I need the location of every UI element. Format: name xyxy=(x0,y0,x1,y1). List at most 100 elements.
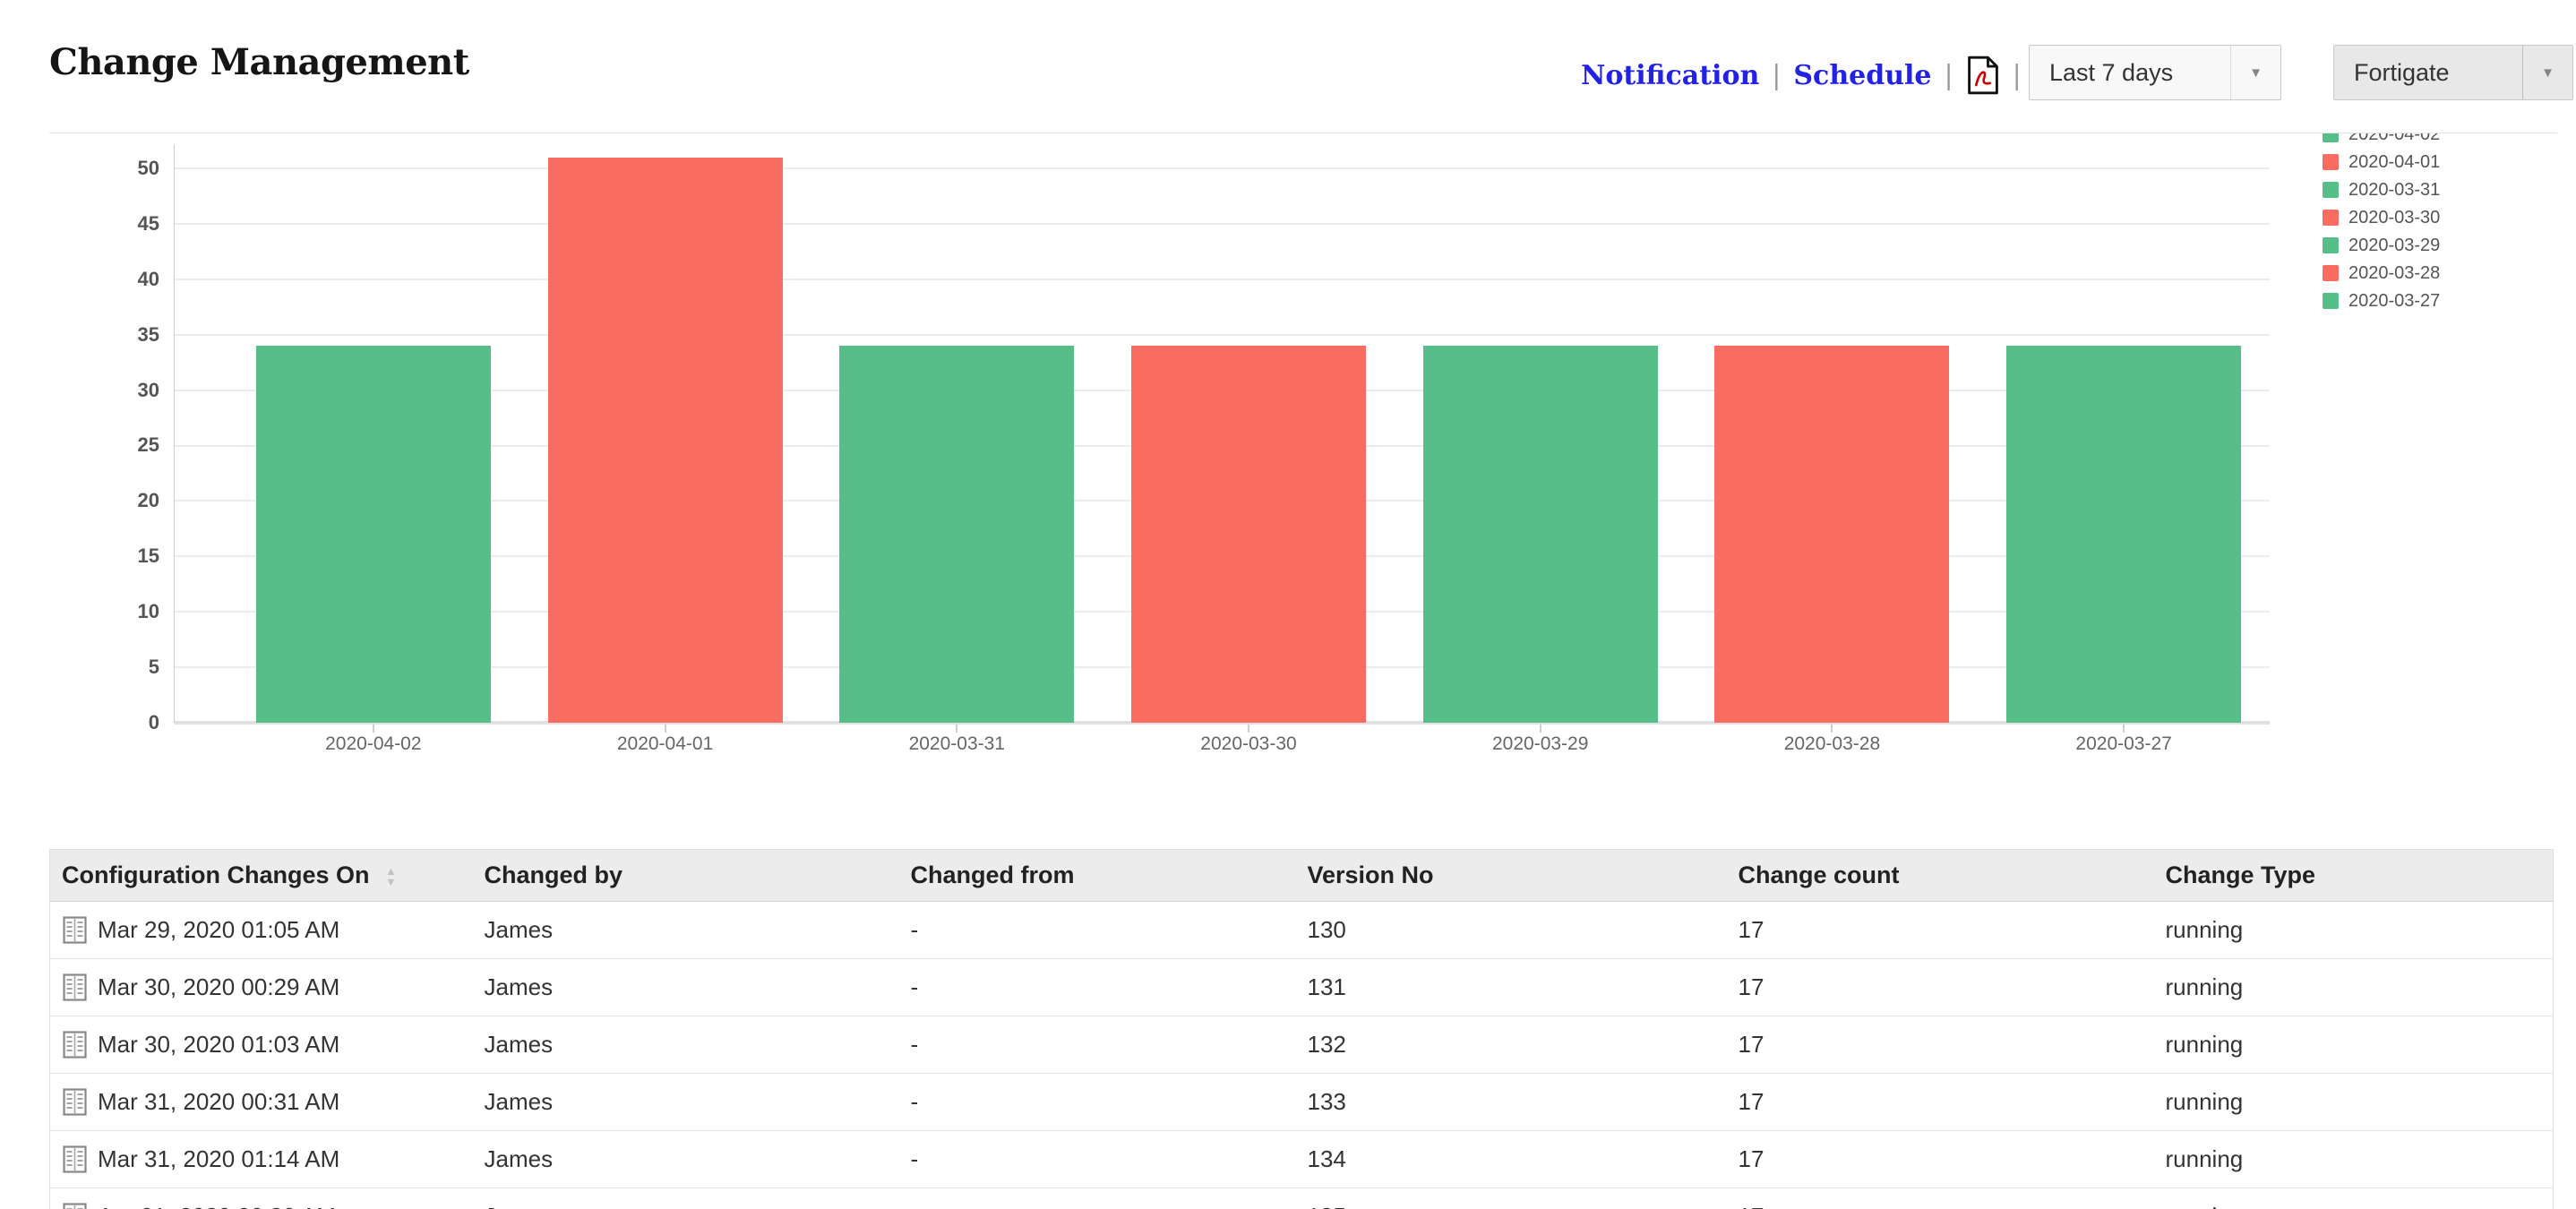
legend-label: 2020-03-31 xyxy=(2348,180,2441,200)
legend-label: 2020-03-30 xyxy=(2348,208,2441,227)
separator: | xyxy=(1772,59,1782,91)
changed-on-text: Mar 31, 2020 00:31 AM xyxy=(98,1088,340,1115)
configuration-changes-table: Configuration Changes On ▲ ▼ Changed by C… xyxy=(49,849,2554,1209)
config-version-icon[interactable] xyxy=(63,1031,87,1059)
bar-slot-2020-04-01 xyxy=(519,144,811,723)
table-row[interactable]: Mar 29, 2020 01:05 AM James -130 17 running xyxy=(49,901,2554,959)
bar-2020-04-01[interactable] xyxy=(547,157,783,723)
cell-changed_from: - xyxy=(898,1016,1296,1074)
cell-changed_by: James xyxy=(472,901,899,959)
cell-change_type: running xyxy=(2153,901,2554,959)
y-axis-tick-label: 0 xyxy=(148,711,159,733)
bar-2020-04-02[interactable] xyxy=(255,346,491,723)
bar-slot-2020-03-30 xyxy=(1103,144,1395,723)
cell-changed_on[interactable]: Mar 30, 2020 01:03 AM xyxy=(49,1016,473,1074)
config-version-icon[interactable] xyxy=(63,916,87,944)
x-axis-label: 2020-04-02 xyxy=(325,733,422,754)
export-pdf-icon xyxy=(1967,56,1998,95)
bar-2020-03-31[interactable] xyxy=(839,346,1075,723)
x-axis-tick xyxy=(1831,725,1833,733)
gridline-y-35 xyxy=(175,333,2270,336)
device-dropdown[interactable]: Fortigate ▼ xyxy=(2333,45,2573,100)
cell-changed_from: - xyxy=(898,1130,1296,1188)
config-version-icon[interactable] xyxy=(63,973,87,1001)
chevron-down-icon[interactable]: ▼ xyxy=(2230,46,2280,99)
column-header-changed-by[interactable]: Changed by xyxy=(472,849,899,902)
x-axis-label: 2020-03-31 xyxy=(908,733,1005,754)
table-header-row: Configuration Changes On ▲ ▼ Changed by C… xyxy=(49,849,2554,902)
y-axis-tick-label: 10 xyxy=(137,600,159,623)
cell-version_no: 130 xyxy=(1295,901,1727,959)
bar-2020-03-30[interactable] xyxy=(1131,346,1367,723)
cell-change_count: 17 xyxy=(1726,1016,2154,1074)
period-dropdown[interactable]: Last 7 days ▼ xyxy=(2029,45,2281,100)
cell-changed_on[interactable]: Mar 30, 2020 00:29 AM xyxy=(49,958,473,1016)
changed-on-text: Apr 01, 2020 00:30 AM xyxy=(98,1203,336,1209)
notification-link[interactable]: Notification xyxy=(1581,59,1760,91)
cell-changed_on[interactable]: Apr 01, 2020 00:30 AM xyxy=(49,1188,473,1209)
legend-item-2020-03-29[interactable]: 2020-03-29 xyxy=(2323,236,2440,254)
chevron-down-icon[interactable]: ▼ xyxy=(2522,46,2572,99)
column-header-change-type[interactable]: Change Type xyxy=(2153,849,2554,902)
table-row[interactable]: Mar 31, 2020 00:31 AM James -133 17 running xyxy=(49,1073,2554,1131)
legend-item-2020-03-27[interactable]: 2020-03-27 xyxy=(2323,291,2441,311)
changed-on-text: Mar 30, 2020 00:29 AM xyxy=(98,973,340,1000)
legend-item-2020-03-30[interactable]: 2020-03-30 xyxy=(2323,208,2441,227)
table-row[interactable]: Mar 30, 2020 00:29 AM James -131 17 running xyxy=(49,958,2554,1016)
config-version-icon[interactable] xyxy=(63,1145,87,1173)
column-header-configuration-changes-on[interactable]: Configuration Changes On ▲ ▼ xyxy=(49,849,473,902)
bar-2020-03-27[interactable] xyxy=(2006,346,2242,723)
legend-item-2020-04-01[interactable]: 2020-04-01 xyxy=(2323,152,2441,172)
column-header-changed-from[interactable]: Changed from xyxy=(898,849,1296,902)
y-axis-tick-label: 20 xyxy=(137,489,159,512)
cell-changed_by: James xyxy=(472,958,899,1016)
bar-2020-03-29[interactable] xyxy=(1422,346,1658,723)
table-row[interactable]: Mar 31, 2020 01:14 AM James -134 17 running xyxy=(49,1130,2554,1188)
legend-item-2020-03-31[interactable]: 2020-03-31 xyxy=(2323,180,2441,200)
bar-slot-2020-03-31 xyxy=(811,144,1103,723)
config-version-icon[interactable] xyxy=(63,1203,87,1209)
cell-change_type: running xyxy=(2153,958,2554,1016)
cell-changed_on[interactable]: Mar 31, 2020 01:14 AM xyxy=(49,1130,473,1188)
legend-swatch xyxy=(2323,293,2339,309)
legend-swatch xyxy=(2323,265,2339,281)
x-axis-label: 2020-04-01 xyxy=(616,733,714,754)
table-row[interactable]: Mar 30, 2020 01:03 AM James -132 17 running xyxy=(49,1016,2554,1074)
legend-swatch xyxy=(2323,210,2339,226)
sort-icon[interactable]: ▲ ▼ xyxy=(385,863,397,888)
page-title: Change Management xyxy=(49,41,469,83)
legend-label: 2020-04-01 xyxy=(2348,152,2441,172)
cell-changed_on[interactable]: Mar 31, 2020 00:31 AM xyxy=(49,1073,473,1131)
bar-2020-03-28[interactable] xyxy=(1714,346,1950,723)
chart-legend: 2020-04-02 2020-04-01 2020-03-31 2020-03-30… xyxy=(2323,133,2440,321)
table-row[interactable]: Apr 01, 2020 00:30 AM James-13517running xyxy=(49,1188,2554,1209)
legend-item-2020-03-28[interactable]: 2020-03-28 xyxy=(2323,263,2441,283)
cell-version_no: 131 xyxy=(1295,958,1727,1016)
cell-change_count: 17 xyxy=(1726,958,2154,1016)
y-axis-tick-label: 35 xyxy=(137,322,159,346)
y-axis-tick-label: 15 xyxy=(137,544,159,568)
gridline-y-0 xyxy=(175,721,2270,725)
config-version-icon[interactable] xyxy=(63,1088,87,1116)
schedule-link[interactable]: Schedule xyxy=(1793,59,1932,91)
cell-version_no: 133 xyxy=(1295,1073,1727,1131)
changed-on-text: Mar 29, 2020 01:05 AM xyxy=(98,916,340,943)
x-axis-label: 2020-03-27 xyxy=(2075,733,2172,754)
cell-change_type: running xyxy=(2153,1130,2554,1188)
cell-change_count: 17 xyxy=(1726,901,2154,959)
gridline-y-40 xyxy=(175,278,2270,280)
column-header-change-count[interactable]: Change count xyxy=(1726,849,2154,902)
y-axis-tick-label: 5 xyxy=(148,656,159,679)
export-pdf-button[interactable] xyxy=(1966,56,2000,95)
cell-changed_on[interactable]: Mar 29, 2020 01:05 AM xyxy=(49,901,473,959)
column-header-version-no[interactable]: Version No xyxy=(1295,849,1727,902)
y-axis-tick-label: 25 xyxy=(137,433,159,457)
x-axis-label: 2020-03-30 xyxy=(1200,733,1297,754)
legend-label: 2020-03-28 xyxy=(2348,263,2441,283)
column-header-label: Configuration Changes On xyxy=(62,862,370,888)
cell-changed_by: James xyxy=(472,1016,899,1074)
legend-item-2020-04-02[interactable]: 2020-04-02 xyxy=(2323,133,2440,143)
cell-changed_from: - xyxy=(898,901,1296,959)
cell-change_type: running xyxy=(2153,1188,2554,1209)
legend-label: 2020-03-27 xyxy=(2348,291,2441,311)
